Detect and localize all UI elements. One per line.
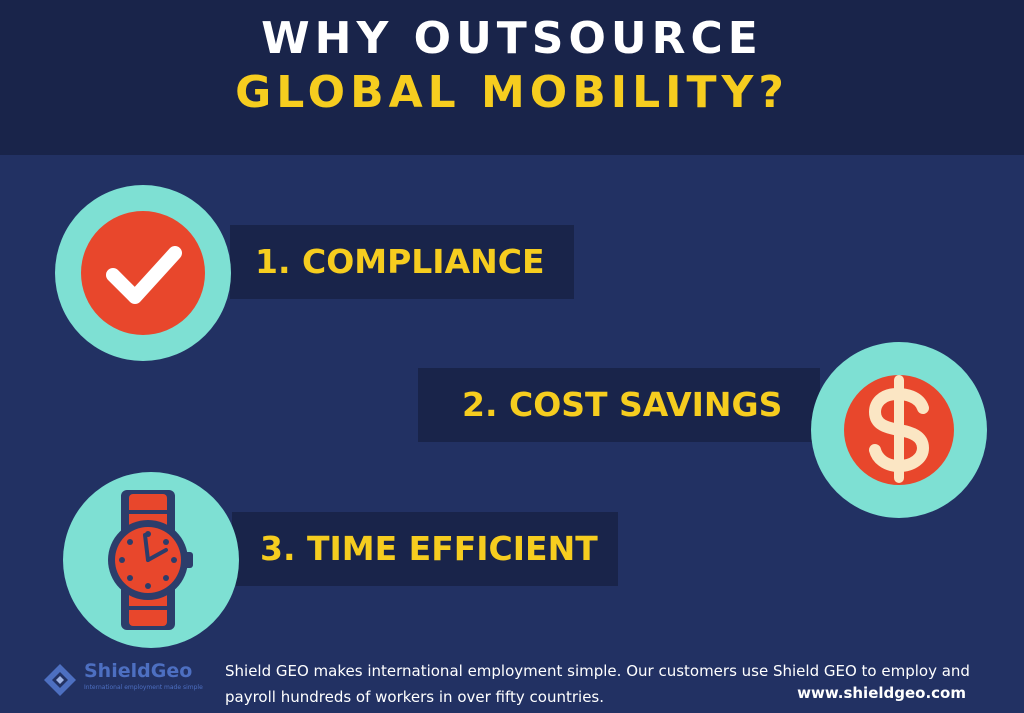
item-cost-savings-label: 2. COST SAVINGS [462,385,783,424]
header-banner: WHY OUTSOURCE GLOBAL MOBILITY? [0,0,1024,155]
title-line-2: GLOBAL MOBILITY? [235,67,789,118]
time-efficient-circle [63,472,239,648]
checkmark-icon [81,211,205,335]
item-cost-savings-box: 2. COST SAVINGS [418,368,820,442]
footer-description: Shield GEO makes international employmen… [225,662,970,706]
logo-tagline: International employment made simple [84,684,203,691]
item-time-efficient-box: 3. TIME EFFICIENT [232,512,618,586]
footer-url: www.shieldgeo.com [797,684,966,702]
item-compliance-label: 1. COMPLIANCE [255,242,545,281]
item-compliance-box: 1. COMPLIANCE [230,225,574,299]
dollar-icon [844,375,954,485]
item-time-efficient-label: 3. TIME EFFICIENT [260,529,598,568]
shieldgeo-logo: ShieldGeo International employment made … [42,660,203,702]
cost-savings-circle [811,342,987,518]
compliance-circle [55,185,231,361]
logo-name: ShieldGeo [84,660,193,682]
title-line-1: WHY OUTSOURCE [261,13,763,64]
watch-icon [108,490,193,630]
shield-logo-icon [44,664,76,696]
